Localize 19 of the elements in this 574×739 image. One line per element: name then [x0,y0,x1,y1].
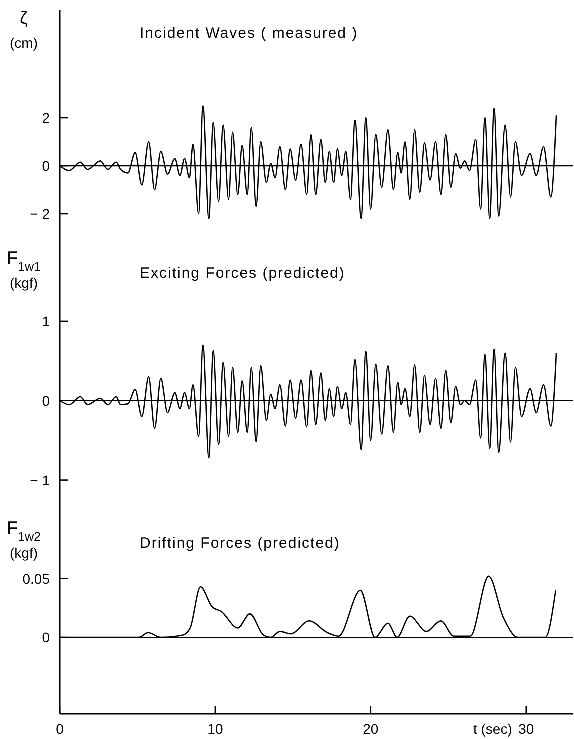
y-tick-label: 0 [42,158,50,174]
y-tick-label: − 1 [30,472,50,488]
y-tick-label: 0.05 [22,570,50,587]
x-axis-title: t (sec) [473,721,512,737]
x-tick-label: 10 [208,721,224,737]
y-tick-label: 0 [42,630,50,646]
x-tick-label: 30 [518,721,534,737]
y-tick-label: 1 [42,313,50,330]
y-axis-title: ζ (cm) [10,8,38,51]
y-axis-title: F$_{1w1}$ (kgf) [6,248,42,291]
y-tick-label: − 2 [30,206,50,222]
text: Incident Waves ( measured ) [140,25,358,42]
x-tick-label: 0 [56,721,64,737]
y-axis-title: F$_{1w2}$ (kgf) [6,518,42,561]
text: Drifting Forces (predicted) [140,535,340,552]
x-tick-label: 20 [363,721,379,737]
y-tick-label: 0 [42,392,50,409]
text: Exciting Forces (predicted) [140,265,346,282]
y-tick-label: 2 [42,110,50,126]
